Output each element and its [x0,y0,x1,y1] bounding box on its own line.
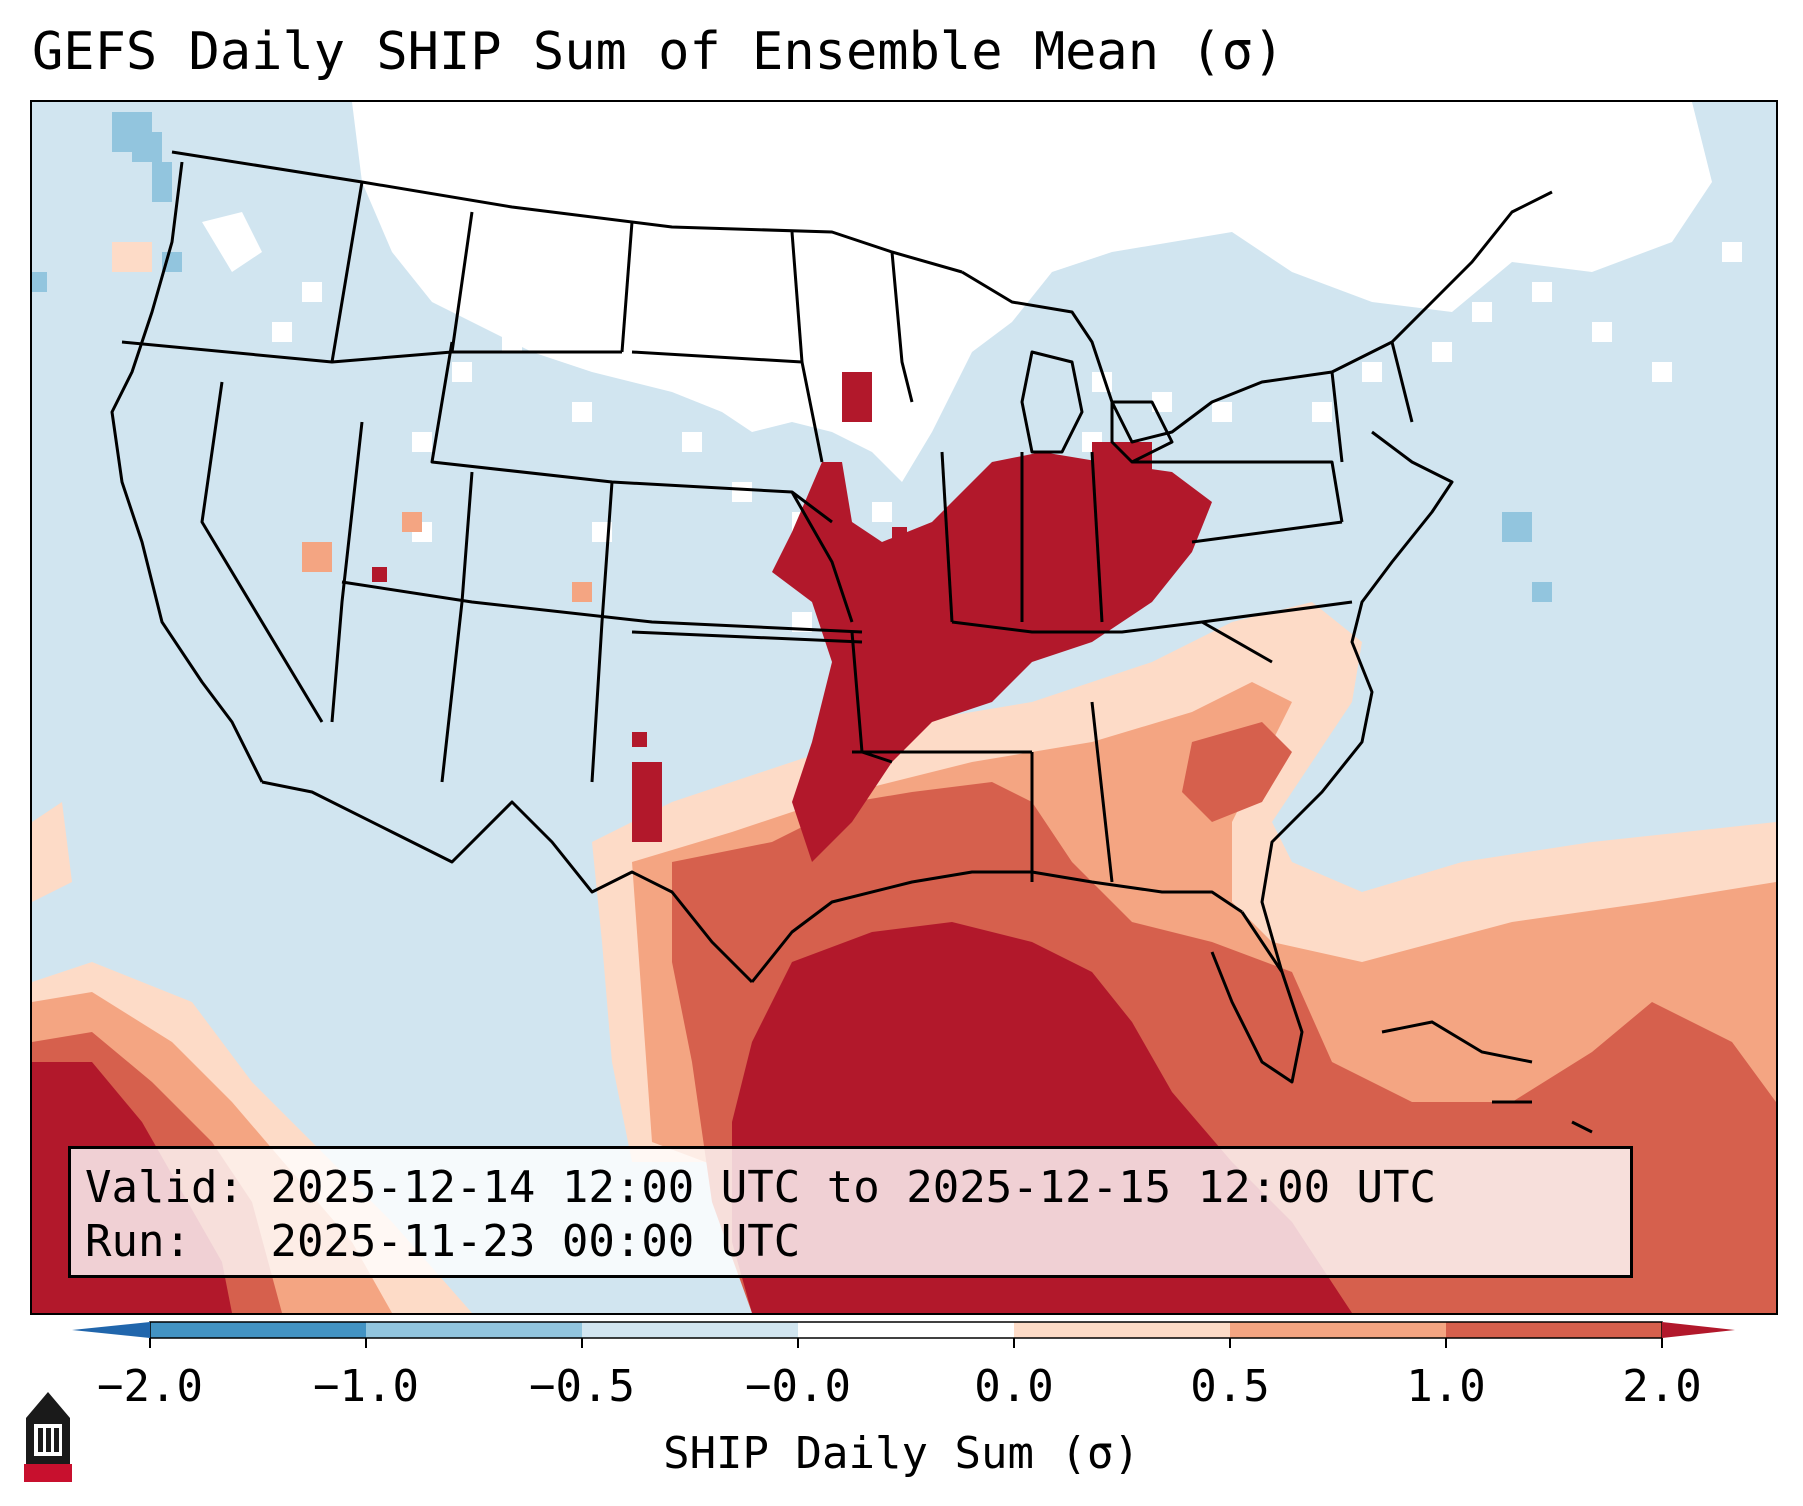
colorbar-tick-label: 0.5 [1190,1361,1270,1412]
colorbar-extend-high [1662,1322,1735,1338]
colorbar-bin [798,1322,1014,1338]
colorbar-tick-label: 0.0 [974,1361,1054,1412]
colorbar-bin [1014,1322,1230,1338]
colorbar-tick-label: 1.0 [1406,1361,1486,1412]
colorbar-bin [366,1322,582,1338]
colorbar-extend-low [72,1322,150,1338]
map-title: GEFS Daily SHIP Sum of Ensemble Mean (σ) [32,22,1285,82]
colorbar-bin [1230,1322,1446,1338]
colorbar-tick-label: −1.0 [313,1361,419,1412]
colorbar-bin [150,1322,366,1338]
run-label: Run: [85,1216,191,1267]
colorbar-tick-label: −0.0 [745,1361,851,1412]
colorbar-bin [582,1322,798,1338]
ship-map [32,102,1776,1313]
colorbar-label: SHIP Daily Sum (σ) [663,1428,1140,1479]
colorbar-tick-label: 2.0 [1622,1361,1702,1412]
colorbar-bins [149,1321,1663,1339]
caribbean-islands [1381,1020,1593,1134]
colorbar-bin [1446,1322,1662,1338]
run-value: 2025-11-23 00:00 UTC [270,1216,801,1267]
valid-value: 2025-12-14 12:00 UTC to 2025-12-15 12:00… [270,1162,1437,1213]
valid-run-info-box: Valid: 2025-12-14 12:00 UTC to 2025-12-1… [68,1146,1633,1278]
colorbar-ticks [149,1338,1663,1348]
colorbar-outline [149,1321,1663,1339]
niu-logo [24,1392,72,1482]
valid-label: Valid: [85,1162,244,1213]
near-zero-fill [202,102,1712,482]
colorbar-tick-label: −0.5 [529,1361,635,1412]
map-panel [30,100,1778,1315]
colorbar-tick-label: −2.0 [97,1361,203,1412]
coastlines-and-borders [110,150,1553,1084]
